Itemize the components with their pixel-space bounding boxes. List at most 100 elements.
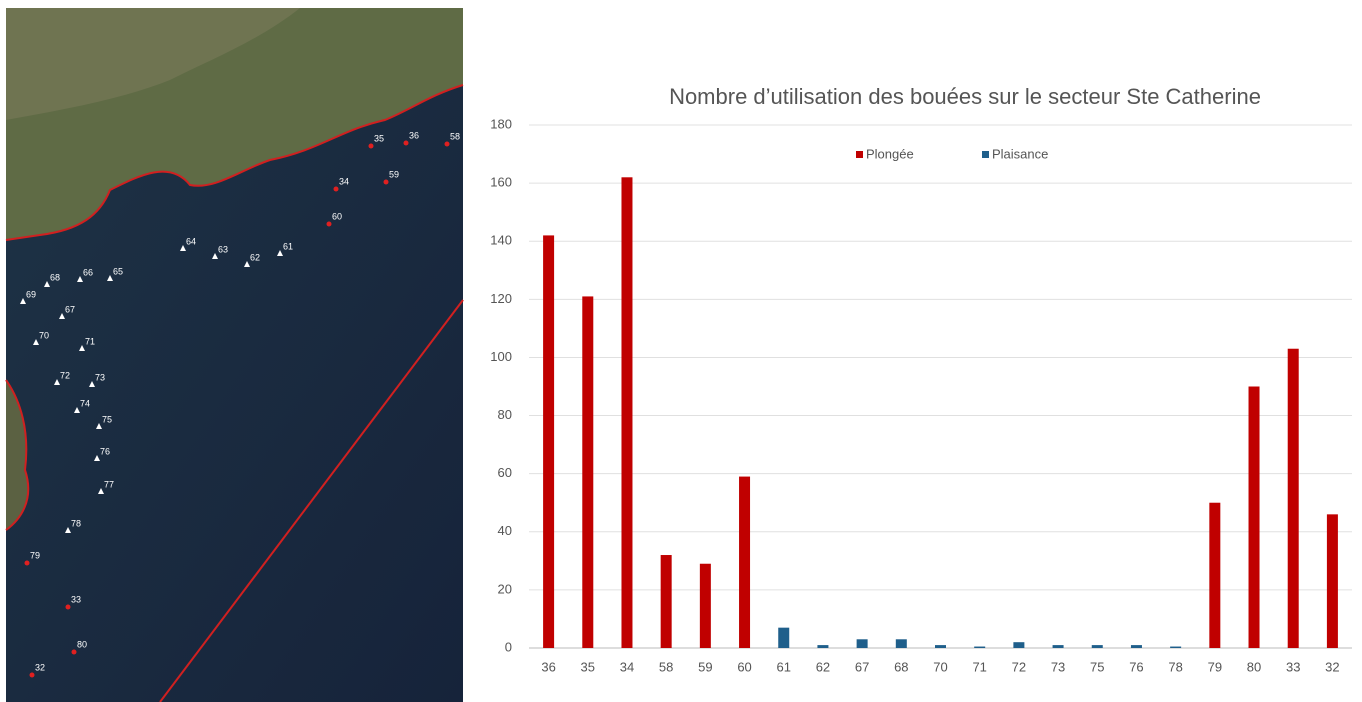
x-tick-label: 36	[541, 659, 555, 674]
x-tick-label: 71	[972, 659, 986, 674]
buoy-marker	[368, 143, 374, 149]
bar	[1326, 514, 1338, 648]
buoy-label: 65	[113, 266, 123, 276]
buoy-label: 74	[80, 398, 90, 408]
x-tick-label: 58	[659, 659, 673, 674]
x-tick-label: 80	[1247, 659, 1261, 674]
legend-swatch	[982, 151, 989, 158]
bar	[1287, 348, 1299, 648]
x-tick-label: 79	[1208, 659, 1222, 674]
legend-label: Plongée	[866, 146, 914, 161]
bar	[660, 555, 672, 648]
x-tick-label: 60	[737, 659, 751, 674]
y-tick-label: 20	[498, 581, 512, 596]
x-tick-label: 68	[894, 659, 908, 674]
buoy-label: 63	[218, 244, 228, 254]
x-tick-label: 67	[855, 659, 869, 674]
buoy-label: 76	[100, 446, 110, 456]
zone-line	[159, 299, 464, 702]
coastline-west	[5, 379, 30, 531]
bar	[778, 627, 790, 648]
chart: 0 20 40 60 80 100 120 140 160 180 36 35 34 58 59 60 61 62…	[490, 116, 1352, 674]
y-tick-label: 140	[490, 233, 512, 248]
buoy-marker	[77, 276, 83, 282]
x-tick-label: 72	[1012, 659, 1026, 674]
x-tick-label: 33	[1286, 659, 1300, 674]
buoy-label: 34	[339, 176, 349, 186]
y-tick-label: 0	[505, 639, 512, 654]
buoy-marker	[383, 179, 389, 185]
buoy-label: 72	[60, 370, 70, 380]
buoy-marker	[180, 245, 186, 251]
y-tick-label: 60	[498, 465, 512, 480]
x-tick-label: 78	[1168, 659, 1182, 674]
x-tick-label: 61	[777, 659, 791, 674]
buoy-marker	[65, 527, 71, 533]
buoy-marker	[326, 221, 332, 227]
buoy-label: 69	[26, 289, 36, 299]
buoy-label: 68	[50, 272, 60, 282]
buoy-marker	[107, 275, 113, 281]
buoy-marker	[333, 186, 339, 192]
bar	[699, 563, 711, 648]
bar	[895, 639, 907, 648]
land-detail	[6, 8, 300, 120]
x-tick-label: 32	[1325, 659, 1339, 674]
bar	[582, 296, 594, 648]
buoy-label: 59	[389, 169, 399, 179]
buoy-marker	[98, 488, 104, 494]
buoy-marker	[444, 141, 450, 147]
y-tick-label: 100	[490, 349, 512, 364]
buoy-marker	[212, 253, 218, 259]
legend-swatch	[856, 151, 863, 158]
buoy-marker	[79, 345, 85, 351]
x-tick-label: 59	[698, 659, 712, 674]
bar	[935, 645, 946, 648]
buoy-label: 60	[332, 211, 342, 221]
markers: 35 36 58 34 59 60 64 63 62 61 68 66 65 69 67 70 71 72 73 74…	[20, 130, 460, 678]
bar	[1209, 502, 1221, 648]
bar	[1091, 645, 1103, 648]
buoy-label: 77	[104, 479, 114, 489]
buoy-label: 67	[65, 304, 75, 314]
buoy-marker	[89, 381, 95, 387]
buoy-marker	[44, 281, 50, 287]
bar	[817, 645, 829, 648]
buoy-marker	[94, 455, 100, 461]
x-tick-label: 70	[933, 659, 947, 674]
y-tick-label: 80	[498, 407, 512, 422]
buoy-label: 32	[35, 662, 45, 672]
buoy-label: 33	[71, 594, 81, 604]
bar	[739, 476, 751, 648]
x-tick-label: 73	[1051, 659, 1065, 674]
buoy-marker	[59, 313, 65, 319]
buoy-marker	[244, 261, 250, 267]
x-tick-label: 75	[1090, 659, 1104, 674]
buoy-label: 71	[85, 336, 95, 346]
x-tick-label: 35	[581, 659, 595, 674]
bar	[1052, 645, 1064, 648]
bar	[1170, 646, 1182, 648]
buoy-marker	[20, 298, 26, 304]
buoy-label: 61	[283, 241, 293, 251]
coastline	[5, 84, 464, 241]
buoy-marker	[71, 649, 77, 655]
buoy-marker	[277, 250, 283, 256]
chart-title: Nombre d’utilisation des bouées sur le s…	[669, 84, 1261, 109]
buoy-label: 35	[374, 133, 384, 143]
bar	[856, 639, 868, 648]
x-tick-label: 76	[1129, 659, 1143, 674]
bar	[974, 646, 986, 648]
buoy-label: 78	[71, 518, 81, 528]
buoy-label: 79	[30, 550, 40, 560]
y-tick-label: 40	[498, 523, 512, 538]
buoy-marker	[96, 423, 102, 429]
x-tick-label: 34	[620, 659, 634, 674]
y-tick-label: 180	[490, 116, 512, 131]
bar	[1130, 645, 1142, 648]
buoy-label: 62	[250, 252, 260, 262]
buoy-marker	[403, 140, 409, 146]
buoy-label: 58	[450, 131, 460, 141]
bar	[1248, 386, 1260, 648]
